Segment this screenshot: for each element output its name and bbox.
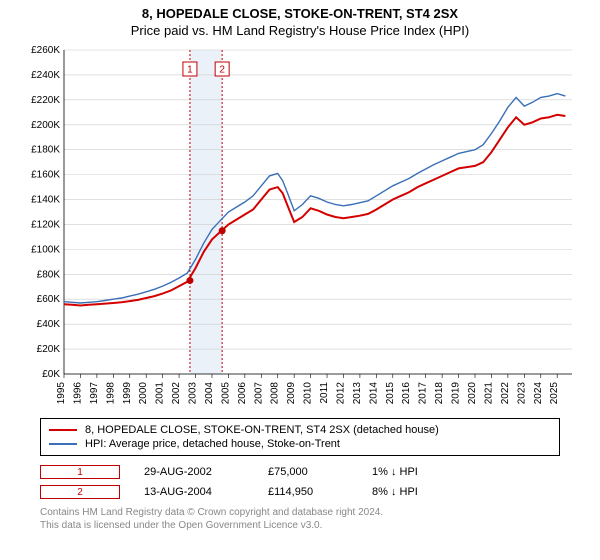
svg-text:2015: 2015	[385, 382, 396, 405]
svg-text:1: 1	[187, 65, 193, 76]
svg-text:2024: 2024	[533, 382, 544, 405]
svg-text:£180K: £180K	[31, 145, 60, 156]
svg-text:£220K: £220K	[31, 95, 60, 106]
svg-text:2007: 2007	[253, 382, 264, 405]
sale-price-2: £114,950	[268, 486, 348, 498]
svg-text:2005: 2005	[220, 382, 231, 405]
chart-subtitle: Price paid vs. HM Land Registry's House …	[0, 21, 600, 44]
svg-text:2001: 2001	[155, 382, 166, 405]
svg-text:2014: 2014	[368, 382, 379, 405]
legend-swatch-hpi	[49, 443, 77, 445]
svg-text:2019: 2019	[451, 382, 462, 405]
svg-text:2003: 2003	[188, 382, 199, 405]
sale-price-1: £75,000	[268, 466, 348, 478]
svg-text:£20K: £20K	[37, 344, 61, 355]
sale-delta-1: 1% ↓ HPI	[372, 466, 452, 478]
svg-text:2018: 2018	[434, 382, 445, 405]
svg-text:2002: 2002	[171, 382, 182, 405]
svg-text:2021: 2021	[483, 382, 494, 405]
svg-text:£120K: £120K	[31, 219, 60, 230]
svg-text:2004: 2004	[204, 382, 215, 405]
svg-text:1997: 1997	[89, 382, 100, 405]
svg-text:£60K: £60K	[37, 294, 61, 305]
footer-line-1: Contains HM Land Registry data © Crown c…	[40, 506, 560, 519]
svg-text:2: 2	[219, 65, 225, 76]
svg-text:£260K: £260K	[31, 45, 60, 56]
svg-text:2017: 2017	[418, 382, 429, 405]
svg-text:2025: 2025	[549, 382, 560, 405]
chart-title: 8, HOPEDALE CLOSE, STOKE-ON-TRENT, ST4 2…	[0, 0, 600, 21]
svg-text:2006: 2006	[237, 382, 248, 405]
svg-text:1999: 1999	[122, 382, 133, 405]
legend-item-hpi: HPI: Average price, detached house, Stok…	[49, 437, 551, 451]
sale-row-1: 1 29-AUG-2002 £75,000 1% ↓ HPI	[40, 462, 560, 482]
svg-text:1995: 1995	[56, 382, 67, 405]
svg-text:1998: 1998	[105, 382, 116, 405]
sale-row-2: 2 13-AUG-2004 £114,950 8% ↓ HPI	[40, 482, 560, 502]
svg-text:£40K: £40K	[37, 319, 61, 330]
line-chart-svg: £0K £20K £40K £60K £80K £100K £120K £140K £160K £…	[20, 44, 580, 414]
svg-text:2009: 2009	[286, 382, 297, 405]
svg-text:2016: 2016	[401, 382, 412, 405]
svg-text:£0K: £0K	[42, 369, 60, 380]
svg-text:£140K: £140K	[31, 195, 60, 206]
legend: 8, HOPEDALE CLOSE, STOKE-ON-TRENT, ST4 2…	[40, 418, 560, 456]
svg-text:2008: 2008	[270, 382, 281, 405]
svg-text:£100K: £100K	[31, 244, 60, 255]
svg-text:2010: 2010	[303, 382, 314, 405]
sale-date-2: 13-AUG-2004	[144, 486, 244, 498]
svg-text:2000: 2000	[138, 382, 149, 405]
legend-label-property: 8, HOPEDALE CLOSE, STOKE-ON-TRENT, ST4 2…	[85, 424, 439, 436]
svg-text:2012: 2012	[335, 382, 346, 405]
footer: Contains HM Land Registry data © Crown c…	[40, 506, 560, 532]
svg-text:2022: 2022	[500, 382, 511, 405]
svg-text:2011: 2011	[319, 382, 330, 404]
sales-table: 1 29-AUG-2002 £75,000 1% ↓ HPI 2 13-AUG-…	[40, 462, 560, 502]
svg-text:£80K: £80K	[37, 269, 61, 280]
svg-text:2020: 2020	[467, 382, 478, 405]
legend-item-property: 8, HOPEDALE CLOSE, STOKE-ON-TRENT, ST4 2…	[49, 423, 551, 437]
sale-marker-2: 2	[40, 485, 120, 499]
svg-text:1996: 1996	[72, 382, 83, 405]
chart-area: £0K £20K £40K £60K £80K £100K £120K £140K £160K £…	[20, 44, 580, 414]
svg-text:2023: 2023	[516, 382, 527, 405]
sale-marker-1: 1	[40, 465, 120, 479]
svg-text:£240K: £240K	[31, 70, 60, 81]
sale-date-1: 29-AUG-2002	[144, 466, 244, 478]
sale-delta-2: 8% ↓ HPI	[372, 486, 452, 498]
footer-line-2: This data is licensed under the Open Gov…	[40, 519, 560, 532]
svg-text:£160K: £160K	[31, 170, 60, 181]
legend-swatch-property	[49, 429, 77, 431]
legend-label-hpi: HPI: Average price, detached house, Stok…	[85, 438, 340, 450]
svg-text:2013: 2013	[352, 382, 363, 405]
svg-text:£200K: £200K	[31, 120, 60, 131]
